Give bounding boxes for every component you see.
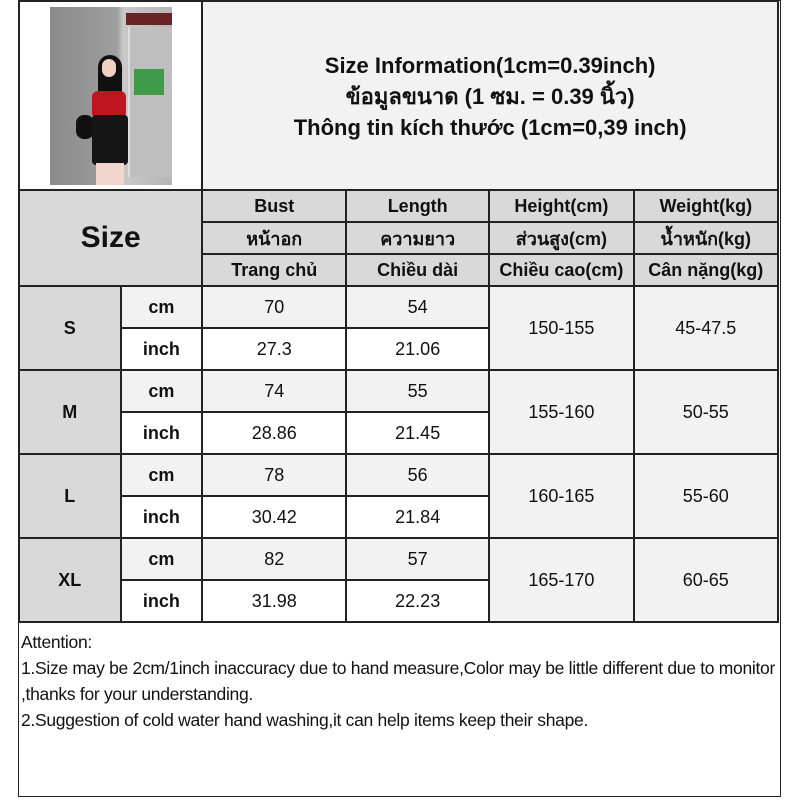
header-length-th: ความยาว — [345, 221, 491, 255]
weight-range: 50-55 — [632, 369, 780, 455]
length-inch-value: 21.84 — [345, 495, 491, 539]
header-height-en: Height(cm) — [488, 189, 635, 223]
size-header: Size — [17, 189, 204, 287]
header-height-th: ส่วนสูง(cm) — [488, 221, 635, 255]
weight-range: 55-60 — [632, 453, 780, 539]
bust-cm-value: 78 — [201, 453, 348, 497]
bust-inch-value: 31.98 — [201, 579, 348, 623]
bust-inch-value: 30.42 — [201, 495, 348, 539]
height-range: 160-165 — [488, 453, 635, 539]
bust-inch-value: 27.3 — [201, 327, 348, 371]
note-item: 1.Size may be 2cm/1inch inaccuracy due t… — [21, 658, 775, 704]
height-range: 150-155 — [488, 285, 635, 371]
title-english: Size Information(1cm=0.39inch) — [324, 53, 656, 78]
length-inch-value: 21.06 — [345, 327, 491, 371]
length-inch-value: 21.45 — [345, 411, 491, 455]
note-item: 2.Suggestion of cold water hand washing,… — [21, 710, 589, 730]
length-cm-value: 55 — [345, 369, 491, 413]
attention-notes: Attention: 1.Size may be 2cm/1inch inacc… — [21, 629, 779, 733]
unit-cm: cm — [119, 369, 204, 413]
size-label: S — [18, 285, 122, 371]
size-label: XL — [18, 537, 122, 623]
unit-cm: cm — [119, 285, 204, 329]
header-length-vi: Chiều dài — [345, 253, 491, 287]
header-weight-en: Weight(kg) — [632, 189, 780, 223]
size-table: Size Information(1cm=0.39inch) ข้อมูลขนา… — [17, 0, 780, 623]
length-cm-value: 56 — [345, 453, 491, 497]
header-length-en: Length — [345, 189, 491, 223]
header-height-vi: Chiều cao(cm) — [488, 253, 635, 287]
table-row: inch 31.98 22.23 — [19, 579, 778, 623]
bust-cm-value: 74 — [201, 369, 348, 413]
size-label: M — [18, 369, 122, 455]
unit-cm: cm — [119, 453, 204, 497]
table-row: inch 28.86 21.45 — [19, 411, 778, 455]
unit-inch: inch — [119, 579, 204, 623]
title-thai: ข้อมูลขนาด (1 ซม. = 0.39 นิ้ว) — [345, 84, 635, 109]
table-row: inch 27.3 21.06 — [19, 327, 778, 371]
header-weight-th: น้ำหนัก(kg) — [632, 221, 780, 255]
table-row: XL cm 82 57 165-170 60-65 — [18, 537, 780, 623]
header-weight-vi: Cân nặng(kg) — [632, 253, 780, 287]
weight-range: 60-65 — [632, 537, 780, 623]
header-bust-th: หน้าอก — [201, 221, 348, 255]
table-row: inch 30.42 21.84 — [19, 495, 778, 539]
bust-inch-value: 28.86 — [201, 411, 348, 455]
length-cm-value: 54 — [345, 285, 491, 329]
product-photo — [17, 0, 204, 191]
unit-inch: inch — [119, 327, 204, 371]
header-bust-en: Bust — [201, 189, 348, 223]
size-info-title: Size Information(1cm=0.39inch) ข้อมูลขนา… — [201, 0, 779, 191]
height-range: 155-160 — [488, 369, 635, 455]
size-label: L — [18, 453, 122, 539]
header-bust-vi: Trang chủ — [201, 253, 348, 287]
title-vietnamese: Thông tin kích thước (1cm=0,39 inch) — [293, 115, 687, 140]
unit-inch: inch — [119, 495, 204, 539]
length-cm-value: 57 — [345, 537, 491, 581]
unit-cm: cm — [119, 537, 204, 581]
bust-cm-value: 70 — [201, 285, 348, 329]
length-inch-value: 22.23 — [345, 579, 491, 623]
size-chart: Size Information(1cm=0.39inch) ข้อมูลขนา… — [17, 0, 781, 797]
bust-cm-value: 82 — [201, 537, 348, 581]
unit-inch: inch — [119, 411, 204, 455]
weight-range: 45-47.5 — [632, 285, 780, 371]
height-range: 165-170 — [488, 537, 635, 623]
model-photo-icon — [49, 6, 172, 185]
notes-heading: Attention: — [21, 632, 92, 652]
